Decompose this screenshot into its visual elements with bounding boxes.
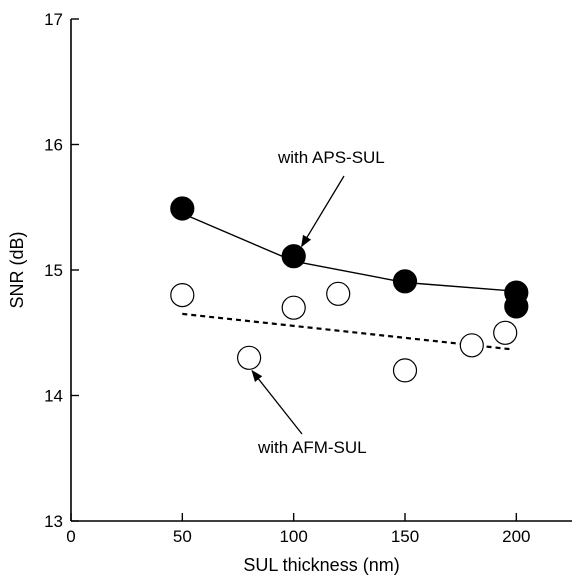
annotation-arrows	[251, 175, 345, 435]
x-axis-title: SUL thickness (nm)	[243, 555, 399, 575]
afm-sul-point-3	[326, 281, 351, 306]
x-tick-label-50: 50	[173, 527, 192, 546]
x-tick-label-100: 100	[279, 527, 307, 546]
aps-sul-point-0	[170, 196, 195, 221]
aps-sul-point-2	[392, 269, 418, 294]
trend-lines	[182, 212, 517, 351]
y-tick-label-16: 16	[44, 136, 63, 155]
y-tick-label-14: 14	[44, 387, 63, 406]
x-tick-label-200: 200	[502, 527, 530, 546]
annotation-aps-sul: with APS-SUL	[277, 148, 385, 167]
y-tick-label-17: 17	[44, 10, 63, 29]
aps-sul-point-1	[281, 244, 306, 269]
y-tick-label-13: 13	[44, 512, 63, 531]
afm-sul-point-2	[281, 295, 306, 320]
arrow-aps-sul	[301, 175, 345, 248]
annotation-afm-sul: with AFM-SUL	[257, 438, 367, 457]
afm-sul-point-1	[237, 345, 262, 370]
data-points	[170, 196, 529, 383]
arrow-afm-sul	[251, 369, 303, 435]
trend-line-afm-sul	[182, 312, 510, 351]
afm-sul-point-4	[392, 358, 418, 383]
x-tick-label-0: 0	[66, 527, 75, 546]
afm-sul-point-5	[459, 333, 484, 358]
y-axis-title: SNR (dB)	[7, 231, 27, 308]
trend-line-aps-sul	[182, 212, 517, 292]
axis-ticks: 0 50 100 150 200 13 14 15 16 17	[44, 10, 530, 546]
y-tick-label-15: 15	[44, 261, 63, 280]
x-tick-label-150: 150	[391, 527, 419, 546]
afm-sul-point-0	[170, 283, 195, 308]
aps-sul-point-4	[504, 294, 529, 319]
afm-sul-point-6	[493, 320, 518, 345]
